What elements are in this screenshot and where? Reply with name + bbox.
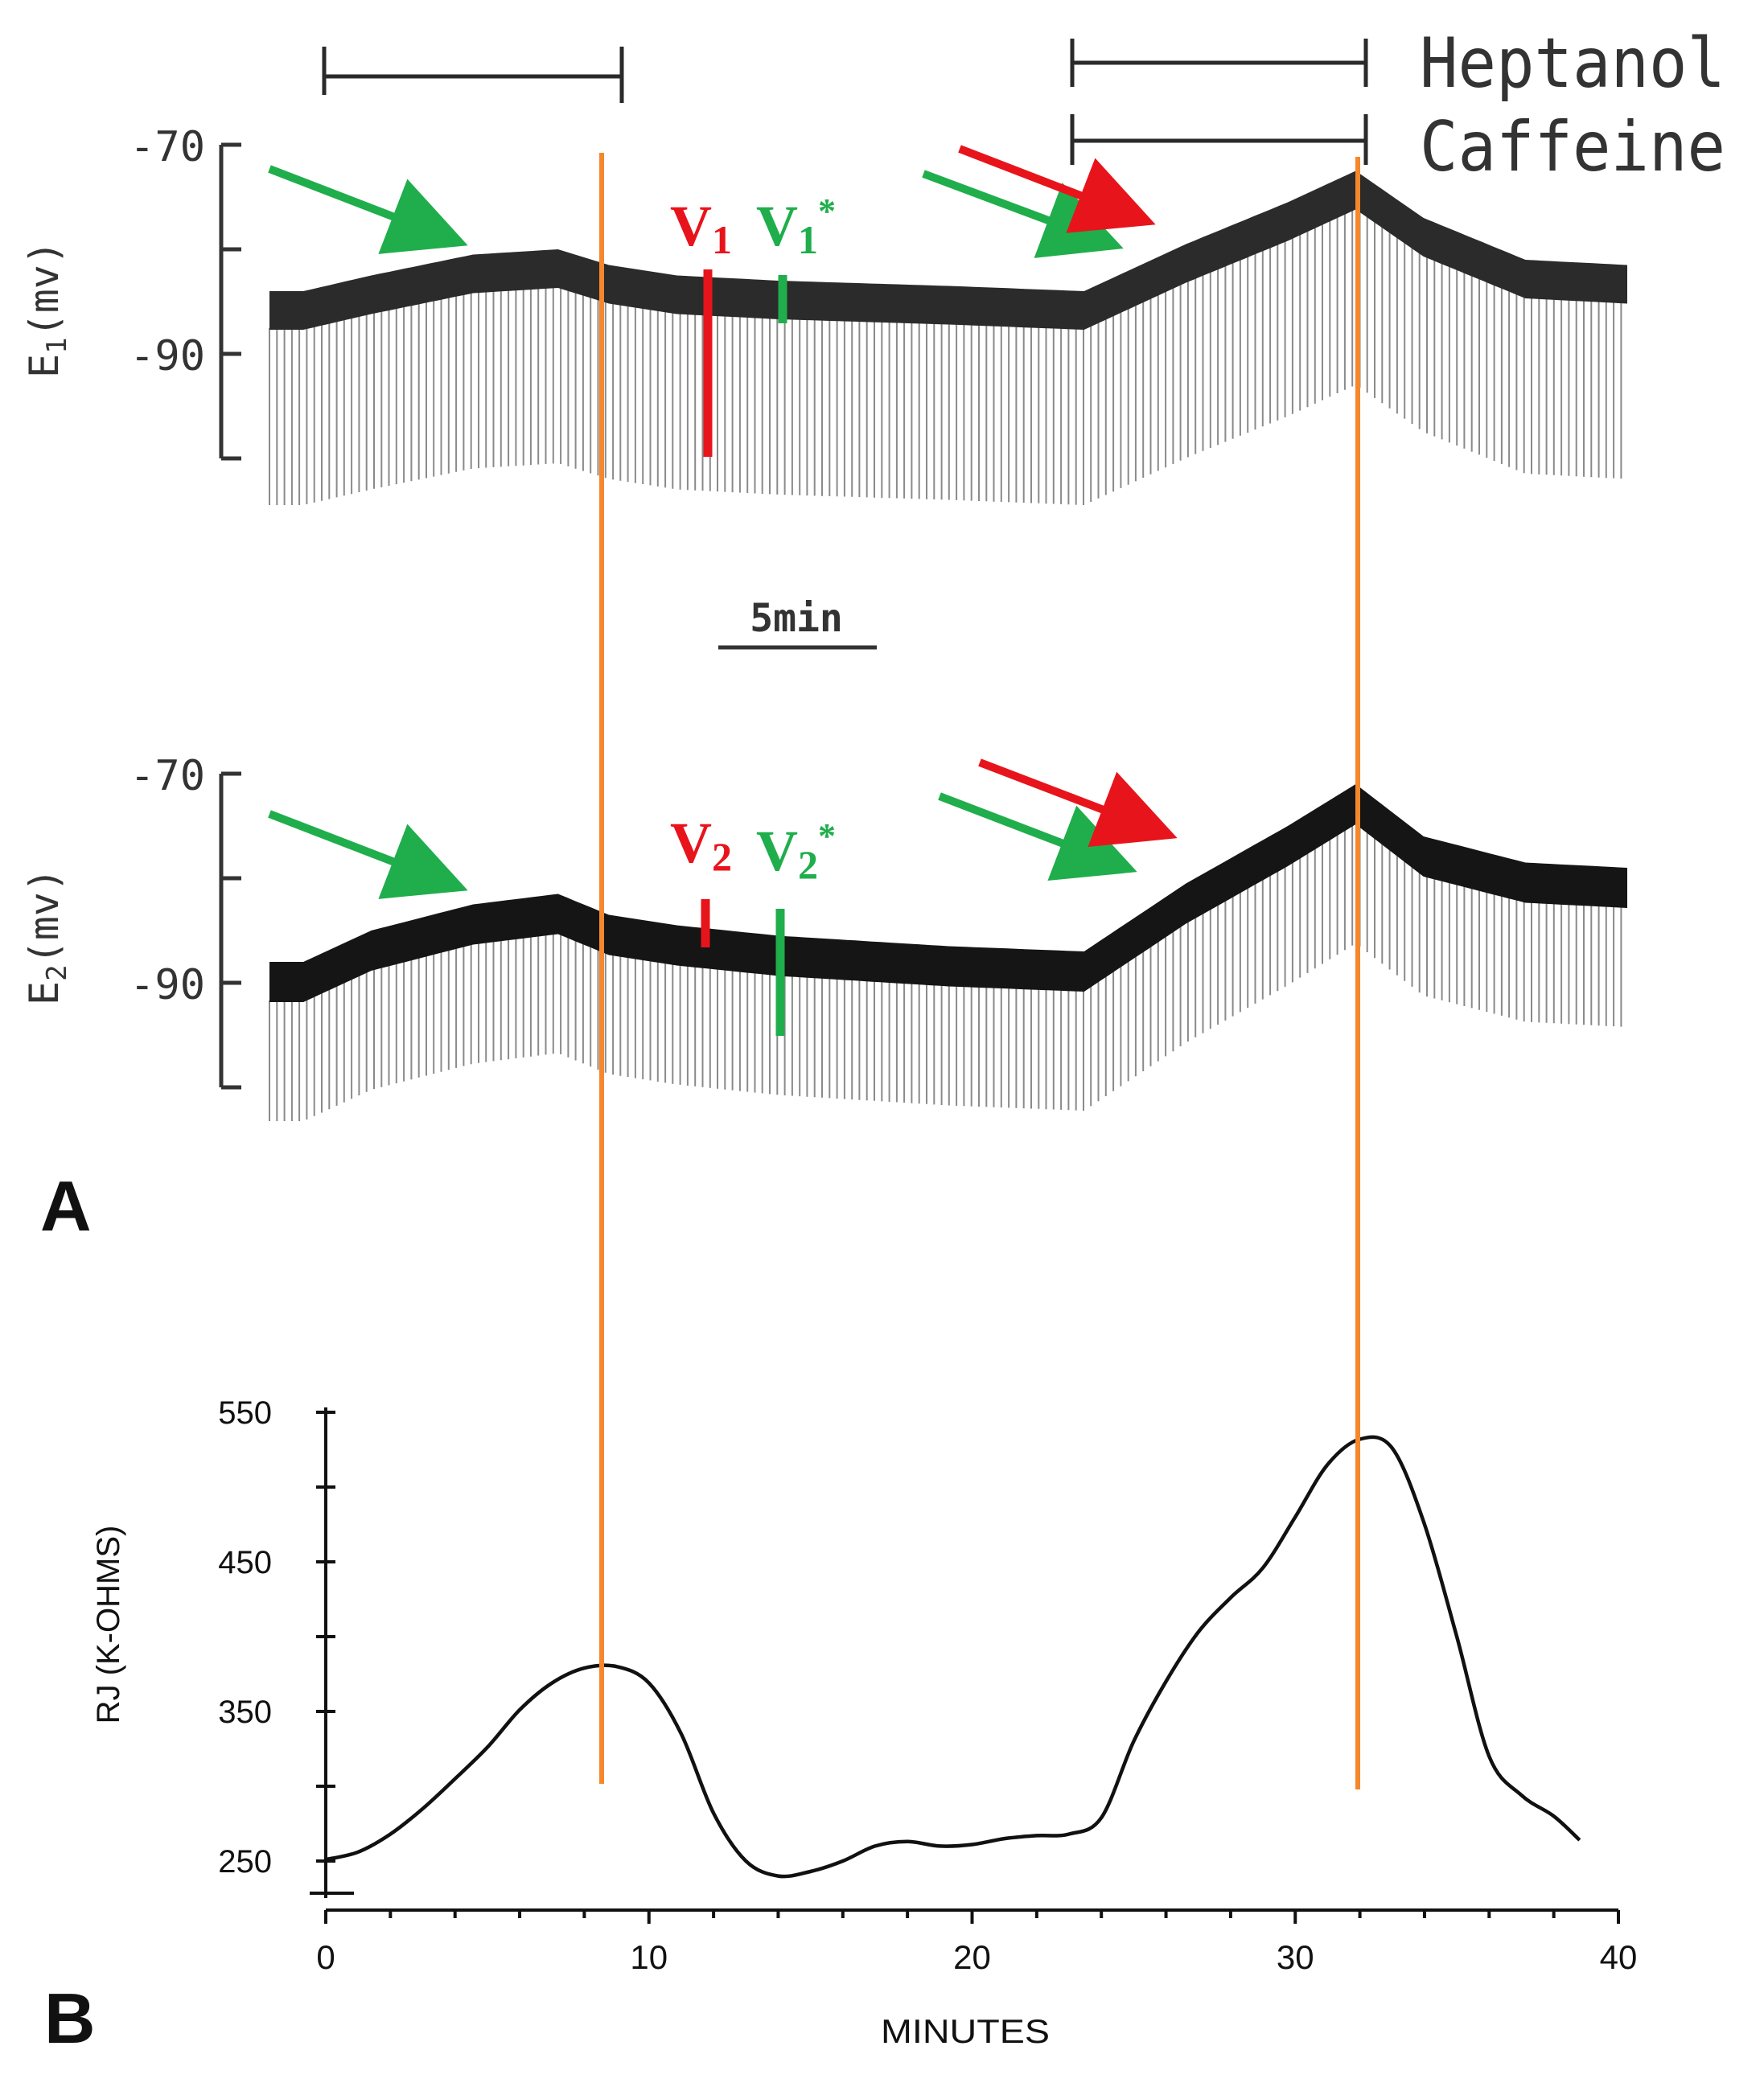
label-heptanol: Heptanol <box>1420 23 1725 104</box>
e1-green-arrow-left <box>268 165 468 254</box>
bar-caffeine <box>1070 114 1368 165</box>
e2-v2star-letter: V <box>756 819 798 883</box>
application-bars <box>322 39 1368 165</box>
rj-y-tick-label: 350 <box>218 1695 272 1730</box>
e2-trace <box>269 784 1627 1121</box>
e2-pulse-hatching <box>269 824 1622 1121</box>
e1-red-arrow-right <box>958 145 1156 233</box>
e1-v1-letter: V <box>670 194 712 258</box>
e2-baseline-band <box>269 784 1627 1002</box>
e1-v1star-sub: 1 <box>798 217 818 262</box>
rj-x-tick-labels: 0 10 20 30 40 <box>316 1938 1637 1976</box>
rj-series-line <box>325 1435 1581 1879</box>
rj-x-tick-label: 0 <box>316 1938 335 1976</box>
e1-axis-title: E1(mv) <box>21 240 73 378</box>
e2-red-arrow-right <box>978 758 1178 848</box>
panel-b-label: B <box>44 1978 96 2058</box>
rj-x-tick-label: 30 <box>1277 1938 1314 1976</box>
rj-y-tick-labels: 250 350 450 550 <box>218 1395 272 1880</box>
e1-trace <box>269 171 1627 505</box>
e2-v2star-sup: * <box>818 816 836 856</box>
e1-axis-title-letter: E <box>21 354 68 378</box>
rj-x-axis <box>324 1908 1620 1924</box>
panel-a-label: A <box>40 1166 92 1246</box>
e1-axis-title-unit: (mv) <box>21 240 68 337</box>
scale-bar-label: 5min <box>750 596 843 641</box>
e2-marker-v2-label: V2 <box>670 811 732 879</box>
e1-tick-label-minus70: -70 <box>130 123 205 171</box>
e1-v1star-letter: V <box>756 194 798 258</box>
e2-tick-label-minus70: -70 <box>130 752 205 800</box>
bar-heptanol <box>1070 39 1368 87</box>
rj-y-tick-label: 250 <box>218 1844 272 1880</box>
e1-axis <box>219 142 241 461</box>
e1-axis-title-sub: 1 <box>41 337 73 353</box>
rj-x-tick-label: 10 <box>630 1938 668 1976</box>
panel-a: Heptanol Caffeine -70 -90 E1(mv) V1 V1* … <box>21 23 1725 1246</box>
e1-v1-sub: 1 <box>712 217 732 262</box>
rj-y-tick-label: 550 <box>218 1395 272 1431</box>
e1-marker-v1-label: V1 <box>670 194 732 262</box>
e1-baseline-band <box>269 171 1627 330</box>
e2-tick-label-minus90: -90 <box>130 961 205 1009</box>
e2-v2-sub: 2 <box>712 834 732 879</box>
e1-pulse-hatching <box>269 209 1622 505</box>
rj-x-tick-label: 20 <box>953 1938 991 1976</box>
label-caffeine: Caffeine <box>1420 107 1725 187</box>
rj-x-tick-label: 40 <box>1600 1938 1638 1976</box>
bar-first-application <box>322 47 624 103</box>
e1-v1star-sup: * <box>818 191 836 231</box>
e2-green-arrow-right <box>938 792 1137 881</box>
rj-x-axis-title: MINUTES <box>881 2012 1050 2050</box>
rj-y-tick-label: 450 <box>218 1545 272 1580</box>
e2-axis <box>219 771 241 1090</box>
e2-axis-title: E2(mv) <box>21 868 73 1005</box>
e2-marker-v2star-label: V2* <box>756 816 836 887</box>
e2-axis-title-letter: E <box>21 981 68 1005</box>
e1-marker-v1star-label: V1* <box>756 191 836 262</box>
rj-y-axis <box>310 1407 354 1898</box>
rj-y-axis-title: RJ (K-OHMS) <box>91 1526 126 1724</box>
e1-green-arrow-right <box>922 170 1124 258</box>
e2-v2star-sub: 2 <box>798 842 818 887</box>
e2-green-arrow-left <box>268 810 468 899</box>
e1-tick-label-minus90: -90 <box>130 332 205 380</box>
e2-v2-letter: V <box>670 811 712 875</box>
panel-b: 250 350 450 550 0 10 20 30 40 RJ (K-OHMS) MINUT… <box>44 1395 1637 2058</box>
e2-axis-title-sub: 2 <box>41 964 73 980</box>
e2-axis-title-unit: (mv) <box>21 868 68 964</box>
